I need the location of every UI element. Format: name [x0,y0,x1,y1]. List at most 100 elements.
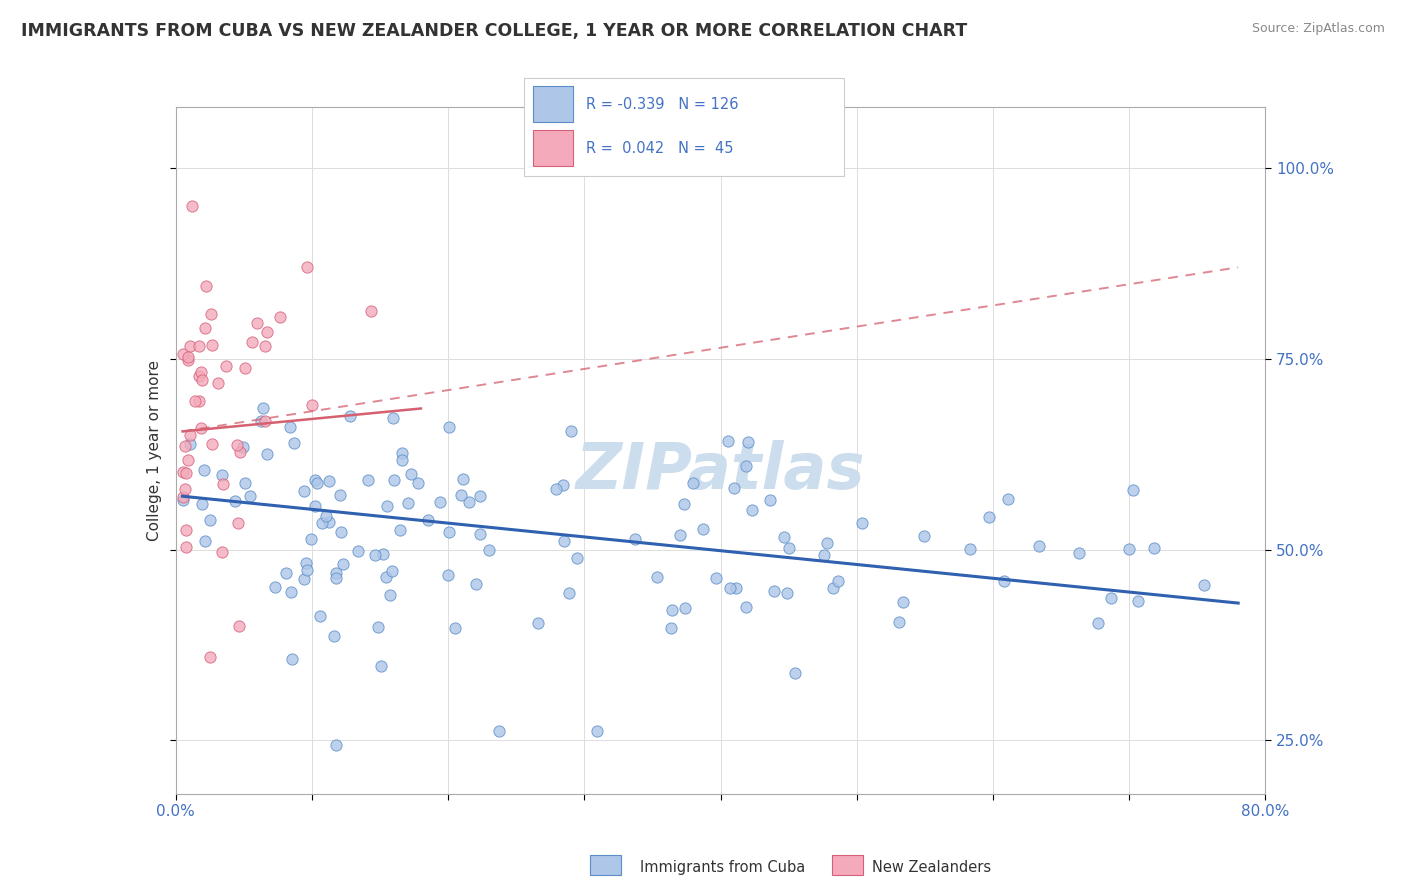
Point [181,199,204,213]
Point [215,359,238,373]
Point [188,339,211,353]
Point [827,574,849,588]
Point [252,401,274,416]
Point [174,540,197,554]
Point [254,414,277,428]
Point [176,523,198,537]
Point [226,516,249,531]
Text: ZIPatlas: ZIPatlas [576,440,865,502]
Point [253,338,276,352]
Point [815,536,838,550]
Point [470,527,492,541]
Point [488,724,510,739]
Point [360,304,382,318]
Point [250,414,273,428]
Point [437,524,460,539]
Point [370,658,392,673]
Point [177,350,200,364]
Point [661,603,683,617]
Point [659,621,682,635]
Point [207,376,229,390]
Point [263,580,285,594]
Point [645,570,668,584]
Point [891,595,914,609]
Point [1126,593,1149,607]
Point [176,353,198,368]
Point [478,543,501,558]
Point [718,581,741,595]
Bar [589,855,621,875]
Point [373,547,395,561]
Point [200,338,222,352]
Point [785,666,807,681]
Point [704,571,727,585]
Point [269,310,291,324]
Bar [831,855,863,875]
Point [716,434,738,448]
Point [737,434,759,449]
Point [211,477,233,491]
Point [381,564,404,578]
Point [292,483,315,498]
Point [887,615,910,629]
Point [821,581,844,595]
Text: New Zealanders: New Zealanders [872,860,991,874]
Point [274,566,297,581]
Point [416,512,439,526]
Point [278,420,301,434]
Point [723,481,745,495]
Point [1028,539,1050,553]
Point [174,439,197,453]
Point [188,368,211,383]
Point [735,600,758,615]
Point [429,494,451,508]
Point [315,508,337,523]
Point [1087,615,1109,630]
Point [339,409,361,423]
Point [179,428,201,442]
Point [993,574,1015,588]
Point [364,549,387,563]
Point [470,489,492,503]
Point [305,475,328,490]
Point [311,516,333,530]
Point [297,563,319,577]
Point [256,326,278,340]
Point [226,437,249,451]
Point [380,588,402,602]
Point [776,586,799,600]
Point [232,440,254,454]
Point [318,474,340,488]
Point [304,499,326,513]
Point [673,600,696,615]
Y-axis label: College, 1 year or more: College, 1 year or more [146,360,162,541]
Point [692,522,714,536]
Point [375,570,398,584]
Point [179,437,201,451]
Point [179,339,201,353]
Point [329,524,352,539]
Point [172,490,194,504]
Text: R =  0.042   N =  45: R = 0.042 N = 45 [586,141,734,155]
Point [553,533,575,548]
Point [1099,591,1122,605]
Point [256,447,278,461]
Point [546,482,568,496]
Point [724,581,747,595]
Point [778,541,800,555]
Point [527,615,550,630]
Point [979,509,1001,524]
Point [280,585,302,599]
Point [280,652,302,666]
Point [367,620,389,634]
Point [347,543,370,558]
Point [458,495,481,509]
Point [332,557,354,571]
Point [763,583,786,598]
Point [673,497,696,511]
Point [734,458,756,473]
Text: Immigrants from Cuba: Immigrants from Cuba [640,860,806,874]
Point [323,628,346,642]
Point [193,463,215,477]
Point [183,394,205,409]
